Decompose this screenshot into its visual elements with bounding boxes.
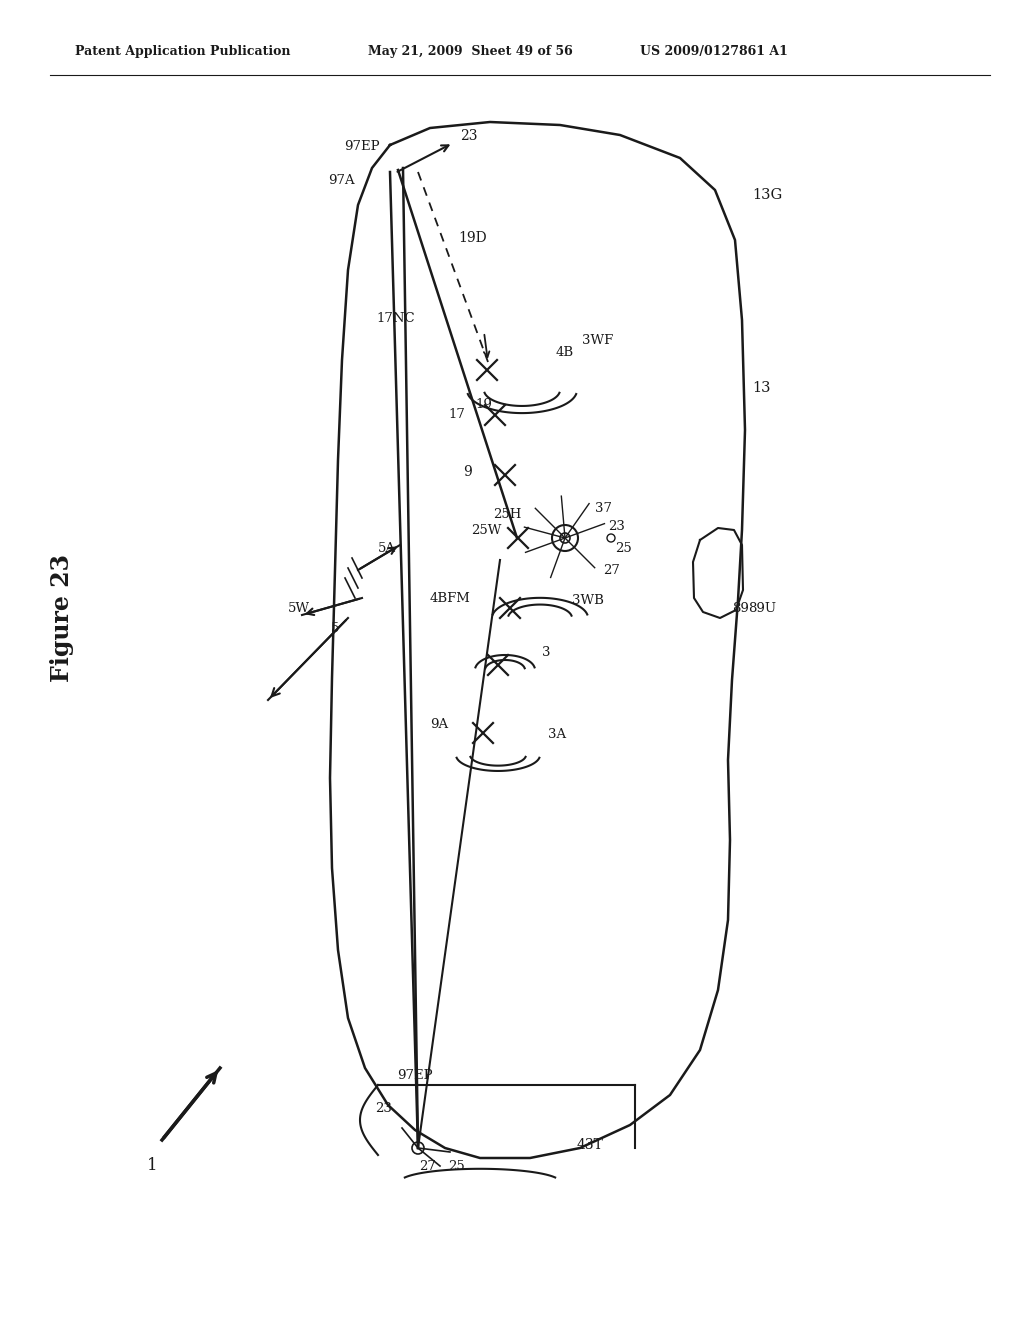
Text: 25: 25 xyxy=(449,1160,465,1173)
Text: 9: 9 xyxy=(463,465,472,479)
Text: 25: 25 xyxy=(615,541,632,554)
Text: Patent Application Publication: Patent Application Publication xyxy=(75,45,291,58)
Text: 3: 3 xyxy=(542,645,551,659)
Text: 4BFM: 4BFM xyxy=(429,591,470,605)
Text: 25W: 25W xyxy=(472,524,502,536)
Text: Figure 23: Figure 23 xyxy=(50,554,74,682)
Text: 43T: 43T xyxy=(577,1138,603,1152)
Text: 19D: 19D xyxy=(458,231,486,246)
Text: 23: 23 xyxy=(460,129,477,143)
Text: 5A: 5A xyxy=(378,541,396,554)
Text: 1: 1 xyxy=(146,1156,158,1173)
Text: 97A: 97A xyxy=(329,173,355,186)
Text: 17: 17 xyxy=(449,408,465,421)
Text: 97EP: 97EP xyxy=(397,1069,433,1082)
Text: 4B: 4B xyxy=(556,346,574,359)
Text: 23: 23 xyxy=(375,1101,392,1114)
Text: 13G: 13G xyxy=(752,187,782,202)
Text: 13: 13 xyxy=(752,381,770,395)
Text: 23: 23 xyxy=(608,520,625,532)
Text: 25H: 25H xyxy=(494,508,522,521)
Text: US 2009/0127861 A1: US 2009/0127861 A1 xyxy=(640,45,787,58)
Text: 97EP: 97EP xyxy=(344,140,380,153)
Text: 3WF: 3WF xyxy=(582,334,613,346)
Text: 5W: 5W xyxy=(288,602,310,615)
Text: 17NC: 17NC xyxy=(377,312,415,325)
Text: 89: 89 xyxy=(732,602,749,615)
Text: 19: 19 xyxy=(475,399,492,412)
Text: 27: 27 xyxy=(603,564,620,577)
Text: 5: 5 xyxy=(331,622,339,635)
Text: May 21, 2009  Sheet 49 of 56: May 21, 2009 Sheet 49 of 56 xyxy=(368,45,572,58)
Text: 89U: 89U xyxy=(748,602,776,615)
Text: 37: 37 xyxy=(595,502,612,515)
Text: 3WB: 3WB xyxy=(572,594,604,606)
Text: 9A: 9A xyxy=(430,718,449,731)
Text: 3A: 3A xyxy=(548,729,566,742)
Text: 27: 27 xyxy=(420,1160,436,1173)
